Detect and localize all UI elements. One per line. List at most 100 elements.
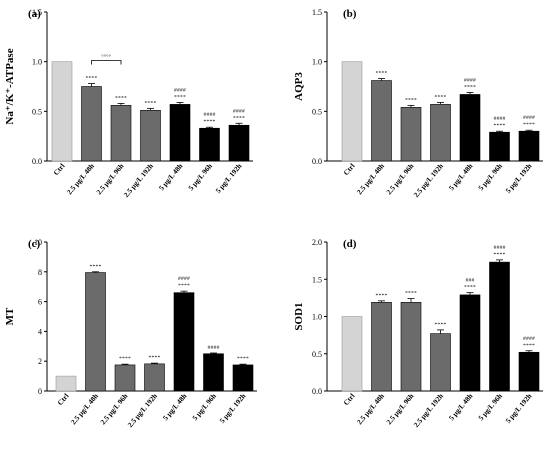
- significance-label: ****: [174, 94, 186, 100]
- y-tick-label: 0.5: [312, 350, 322, 359]
- y-tick-label: 1.5: [312, 275, 322, 284]
- x-tick-label: 2.5 μg/L 48h: [70, 392, 100, 426]
- bar: [489, 131, 510, 162]
- x-tick-label: 5 μg/L 48h: [448, 162, 475, 192]
- x-tick-label: 2.5 μg/L 48h: [356, 392, 386, 426]
- panel-label: (d): [343, 238, 357, 250]
- y-tick-label: 1.5: [312, 8, 322, 17]
- significance-label: ****: [376, 293, 388, 299]
- y-tick-label: 2.0: [312, 238, 322, 247]
- significance-label: ****: [435, 94, 447, 100]
- bar: [51, 61, 73, 162]
- hash-significance-label: ####: [178, 276, 190, 282]
- x-tick-label: Ctrl: [56, 392, 70, 407]
- y-tick-label: 0.5: [32, 107, 42, 116]
- hash-significance-label: ####: [208, 345, 220, 351]
- significance-label: ****: [86, 76, 98, 82]
- y-tick-label: 0: [38, 387, 42, 396]
- bar: [55, 375, 77, 392]
- hash-significance-label: ####: [174, 87, 186, 93]
- bar: [459, 94, 481, 162]
- x-tick-label: 5 μg/L 96h: [477, 392, 504, 422]
- x-tick-label: 5 μg/L 48h: [162, 392, 189, 422]
- bar: [81, 86, 102, 162]
- hash-significance-label: ####: [233, 108, 245, 114]
- bar: [144, 363, 165, 392]
- x-tick-label: 5 μg/L 48h: [448, 392, 475, 422]
- x-tick-label: 5 μg/L 96h: [187, 162, 214, 192]
- x-tick-label: 2.5 μg/L 48h: [66, 162, 96, 196]
- y-axis-label: Na⁺/K⁺-ATPase: [4, 48, 16, 124]
- x-tick-label: Ctrl: [52, 162, 66, 177]
- y-tick-label: 0.0: [32, 157, 42, 166]
- hash-significance-label: ####: [204, 112, 216, 118]
- significance-label: ****: [405, 97, 417, 103]
- x-tick-label: 2.5 μg/L 96h: [385, 392, 415, 426]
- bar: [114, 364, 136, 392]
- x-tick-label: 2.5 μg/L 96h: [95, 162, 125, 196]
- bar: [85, 272, 106, 392]
- x-tick-label: 5 μg/L 192h: [218, 392, 247, 425]
- significance-label: ****: [149, 355, 161, 361]
- x-tick-label: 2.5 μg/L 192h: [412, 162, 445, 199]
- x-tick-label: 2.5 μg/L 192h: [126, 392, 159, 429]
- significance-label: ****: [464, 285, 476, 291]
- y-tick-label: 6: [38, 298, 42, 307]
- bar: [430, 333, 451, 392]
- hash-significance-label: ####: [523, 115, 535, 121]
- bar: [518, 351, 540, 392]
- bar: [232, 364, 254, 392]
- bar: [459, 294, 481, 392]
- significance-label: ****: [405, 291, 417, 297]
- bar: [400, 302, 422, 392]
- bar: [140, 110, 161, 162]
- comparison-bracket: [91, 60, 122, 65]
- y-tick-label: 1.0: [32, 58, 42, 67]
- bar: [203, 353, 224, 392]
- significance-label: ****: [178, 283, 190, 289]
- x-tick-label: 2.5 μg/L 192h: [122, 162, 155, 199]
- panel-label: (a): [28, 8, 41, 20]
- x-tick-label: Ctrl: [342, 392, 356, 407]
- y-tick-label: 4: [38, 327, 42, 336]
- x-tick-label: 5 μg/L 192h: [214, 162, 243, 195]
- y-tick-label: 0.0: [312, 387, 322, 396]
- bracket-label: °°°°: [101, 54, 111, 61]
- significance-label: ****: [376, 71, 388, 77]
- bar: [341, 61, 363, 162]
- hash-significance-label: ####: [494, 245, 506, 251]
- significance-label: ****: [119, 356, 131, 362]
- hash-significance-label: ####: [494, 116, 506, 122]
- bar: [371, 80, 392, 162]
- y-tick-label: 1.5: [32, 8, 42, 17]
- x-tick-label: 2.5 μg/L 192h: [412, 392, 445, 429]
- bar: [489, 261, 510, 392]
- y-axis-label: MT: [4, 307, 16, 325]
- significance-label: ****: [90, 264, 102, 270]
- y-axis-label: SOD1: [293, 302, 305, 330]
- y-tick-label: 1.0: [312, 313, 322, 322]
- significance-label: ****: [204, 119, 216, 125]
- x-tick-label: 5 μg/L 96h: [191, 392, 218, 422]
- x-tick-label: 2.5 μg/L 96h: [99, 392, 129, 426]
- panel-label: (b): [343, 8, 357, 20]
- bar: [518, 130, 540, 162]
- x-tick-label: 2.5 μg/L 96h: [385, 162, 415, 196]
- x-tick-label: 5 μg/L 48h: [158, 162, 185, 192]
- bar: [341, 316, 363, 392]
- significance-label: ****: [523, 343, 535, 349]
- panel-a: (a) Na⁺/K⁺-ATPase 0.0 0.5 1.0 1.5 Ctrl **** 2.5 …: [4, 8, 253, 199]
- x-tick-label: 2.5 μg/L 48h: [356, 162, 386, 196]
- bar: [199, 127, 220, 162]
- x-tick-label: 5 μg/L 192h: [504, 392, 533, 425]
- significance-label: ****: [435, 322, 447, 328]
- significance-label: ****: [494, 252, 506, 258]
- bar: [371, 302, 392, 392]
- x-tick-label: 5 μg/L 96h: [477, 162, 504, 192]
- hash-significance-label: ####: [464, 77, 476, 83]
- y-tick-label: 2: [38, 357, 42, 366]
- bar: [400, 107, 422, 162]
- significance-label: ****: [523, 122, 535, 128]
- y-tick-label: 8: [38, 268, 42, 277]
- y-tick-label: 0.0: [312, 157, 322, 166]
